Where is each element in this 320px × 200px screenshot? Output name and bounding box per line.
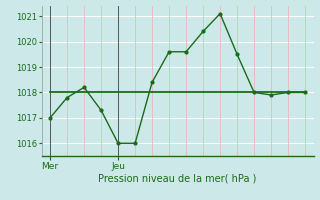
X-axis label: Pression niveau de la mer( hPa ): Pression niveau de la mer( hPa ) [99,173,257,183]
